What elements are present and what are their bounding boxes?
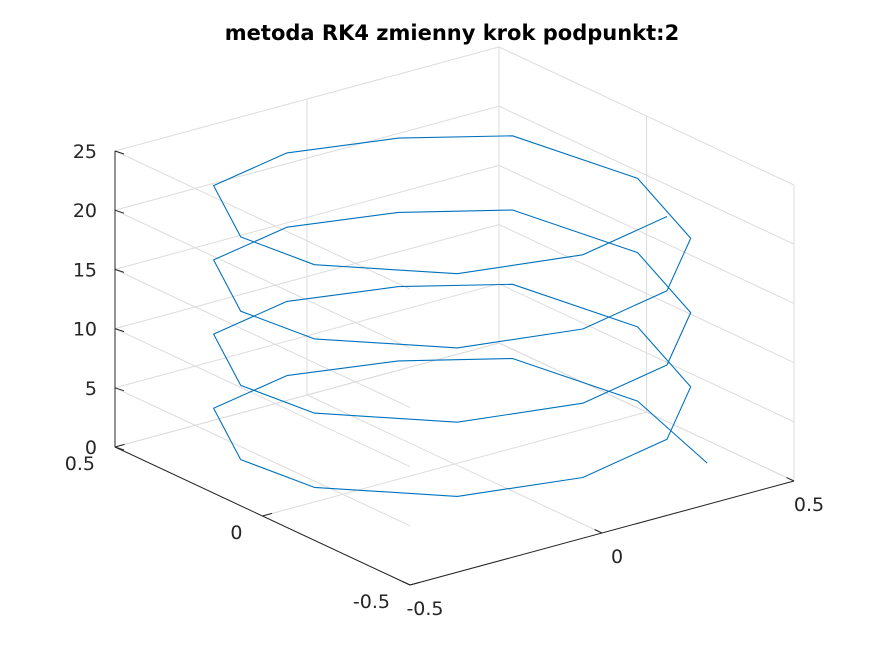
left-wall-gridline-z — [114, 150, 411, 290]
z-tick-mark — [114, 209, 125, 214]
left-wall-gridline-z — [114, 328, 411, 468]
series-line-0 — [213, 135, 708, 497]
z-tick-mark — [114, 268, 125, 273]
y-tick-label: 0 — [230, 522, 242, 544]
z-tick-label: 25 — [73, 141, 97, 163]
z-tick-label: 15 — [73, 259, 97, 281]
y-tick-mark — [262, 512, 273, 517]
floor-gridline-y — [262, 411, 647, 517]
axis-layer — [114, 150, 795, 586]
chart-title: metoda RK4 zmienny krok podpunkt:2 — [225, 21, 679, 45]
z-tick-mark — [114, 328, 125, 333]
left-wall-gridline-z — [114, 209, 411, 349]
z-tick-label: 5 — [85, 378, 97, 400]
left-wall-gridline-z — [114, 268, 411, 408]
z-tick-label: 0 — [85, 437, 97, 459]
y-tick-mark — [114, 443, 125, 448]
x-tick-label: 0.5 — [794, 494, 824, 516]
plot-area — [213, 135, 708, 497]
x-tick-mark — [786, 477, 795, 482]
z-tick-mark — [114, 387, 125, 392]
x-tick-mark — [594, 529, 603, 534]
left-wall-gridline-z — [114, 387, 411, 527]
z-tick-label: 10 — [73, 319, 97, 341]
z-tick-mark — [114, 150, 125, 155]
y-tick-mark — [409, 581, 420, 586]
y-tick-label: 0.5 — [65, 453, 95, 475]
x-tick-label: 0 — [611, 546, 623, 568]
x-tick-label: -0.5 — [406, 598, 443, 620]
y-tick-label: -0.5 — [353, 591, 390, 613]
z-tick-label: 20 — [73, 200, 97, 222]
x-tick-mark — [402, 581, 411, 586]
z-tick-mark — [114, 446, 125, 451]
